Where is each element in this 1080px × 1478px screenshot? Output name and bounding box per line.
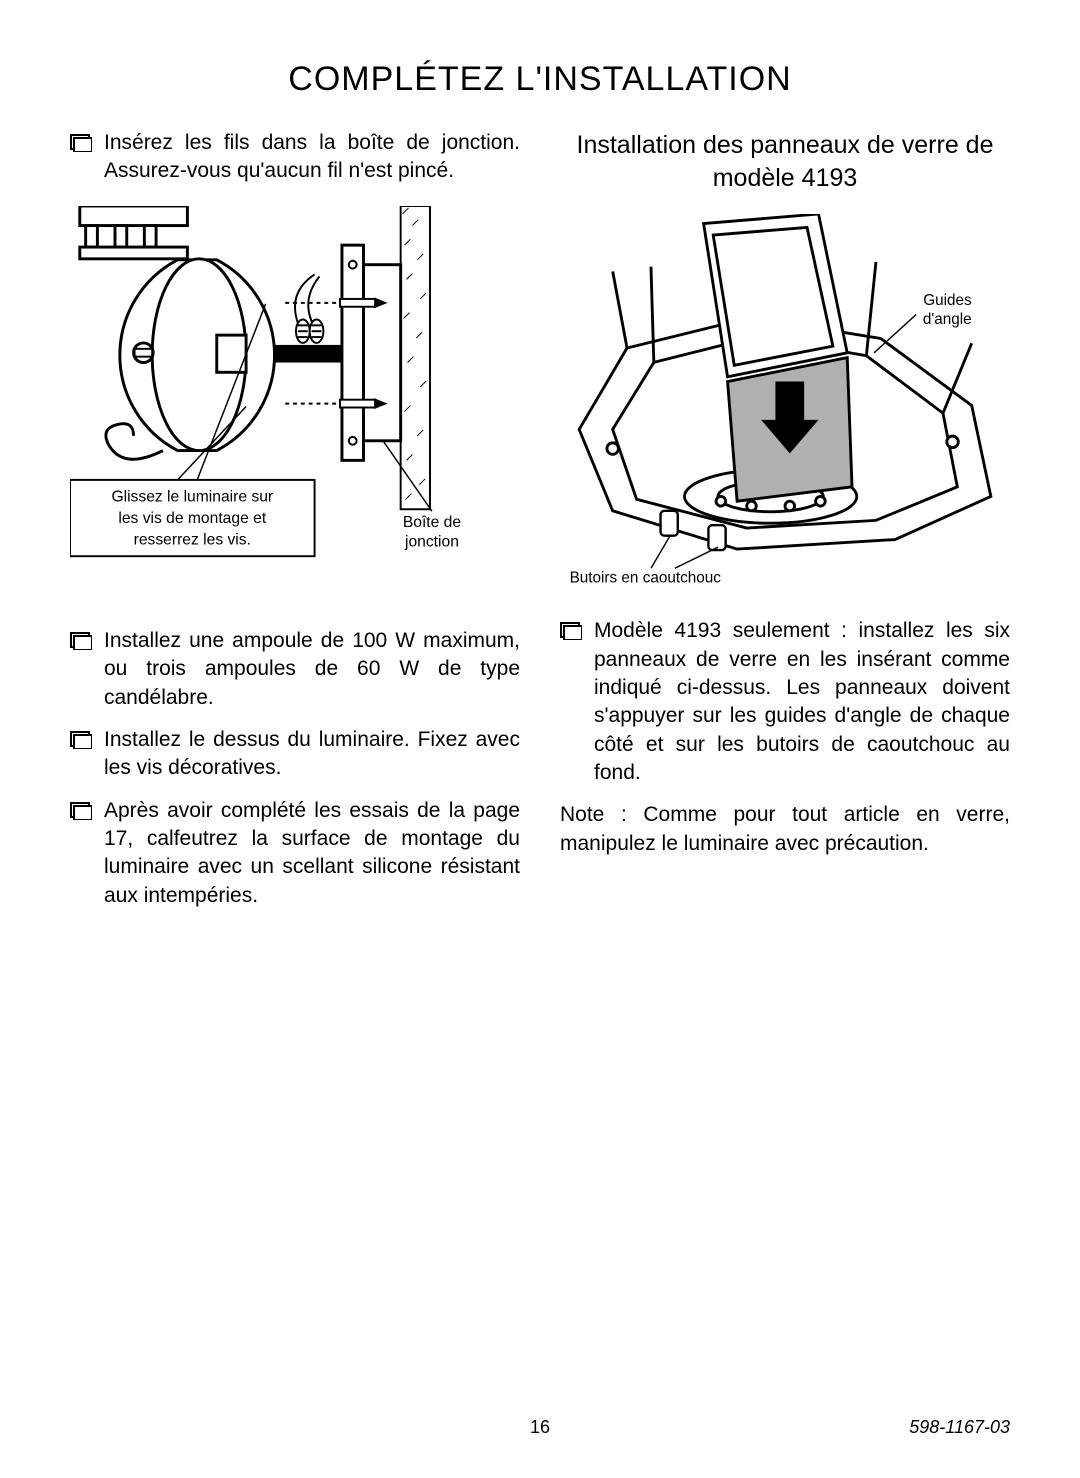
checkbox-icon <box>70 132 92 152</box>
doc-number: 598-1167-03 <box>909 1417 1010 1438</box>
left-figure: Glissez le luminaire sur les vis de mont… <box>70 206 520 602</box>
list-item: Installez une ampoule de 100 W maximum, … <box>70 627 520 712</box>
figure-label: d'angle <box>923 311 972 328</box>
list-item-text: Installez le dessus du luminaire. Fixez … <box>104 726 520 783</box>
note-text: Note : Comme pour tout article en verre,… <box>560 801 1010 858</box>
list-item-text: Modèle 4193 seulement : installez les si… <box>594 617 1010 787</box>
list-item: Insérez les fils dans la boîte de joncti… <box>70 129 520 186</box>
figure-label: les vis de montage et <box>118 510 266 527</box>
columns: Insérez les fils dans la boîte de joncti… <box>70 129 1010 924</box>
list-item: Installez le dessus du luminaire. Fixez … <box>70 726 520 783</box>
list-item: Après avoir complété les essais de la pa… <box>70 797 520 910</box>
figure-label: Boîte de <box>403 514 461 531</box>
left-checklist-bottom: Installez une ampoule de 100 W maximum, … <box>70 627 520 910</box>
list-item: Modèle 4193 seulement : installez les si… <box>560 617 1010 787</box>
footer: 16 598-1167-03 <box>70 1417 1010 1438</box>
page-number: 16 <box>530 1417 550 1438</box>
page-title: COMPLÉTEZ L'INSTALLATION <box>70 60 1010 99</box>
figure-label: Guides <box>923 292 972 309</box>
figure-label: Butoirs en caoutchouc <box>570 570 722 587</box>
list-item-text: Installez une ampoule de 100 W maximum, … <box>104 627 520 712</box>
subhead: Installation des panneaux de verre de mo… <box>560 129 1010 194</box>
checkbox-icon <box>70 630 92 650</box>
right-column: Installation des panneaux de verre de mo… <box>560 129 1010 924</box>
page: COMPLÉTEZ L'INSTALLATION Insérez les fil… <box>0 0 1080 1478</box>
checkbox-icon <box>70 729 92 749</box>
figure-label: jonction <box>404 533 459 550</box>
list-item-text: Insérez les fils dans la boîte de joncti… <box>104 129 520 186</box>
list-item-text: Après avoir complété les essais de la pa… <box>104 797 520 910</box>
left-checklist-top: Insérez les fils dans la boîte de joncti… <box>70 129 520 186</box>
left-column: Insérez les fils dans la boîte de joncti… <box>70 129 520 924</box>
figure-label: Glissez le luminaire sur <box>111 488 273 505</box>
right-checklist: Modèle 4193 seulement : installez les si… <box>560 617 1010 787</box>
checkbox-icon <box>70 800 92 820</box>
checkbox-icon <box>560 620 582 640</box>
figure-label: resserrez les vis. <box>134 531 251 548</box>
right-figure: Guides d'angle Butoirs en caoutchouc <box>560 214 1010 592</box>
